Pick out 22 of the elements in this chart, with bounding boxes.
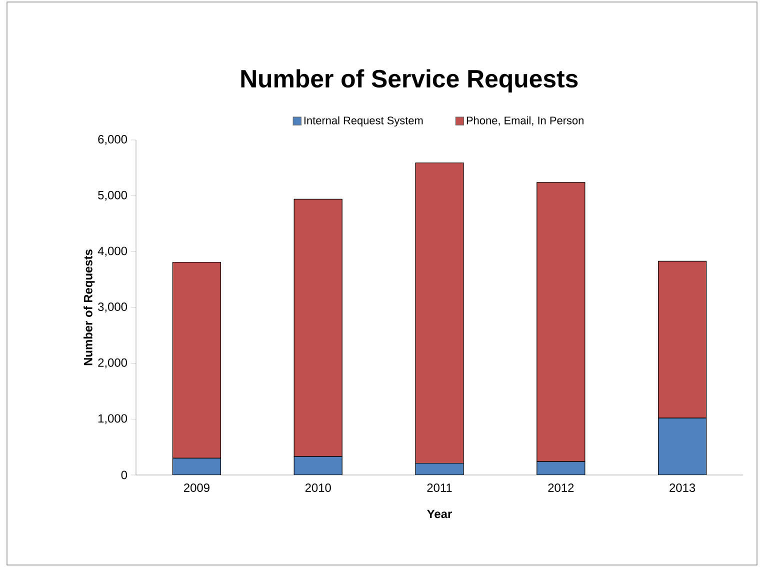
x-tick-label: 2009 <box>184 484 210 492</box>
y-tick-label: 3,000 <box>98 302 128 312</box>
bar <box>658 418 707 475</box>
bar <box>294 456 342 475</box>
y-tick-label: 6,000 <box>98 135 128 145</box>
legend-label: Phone, Email, In Person <box>466 116 584 126</box>
chart-title: Number of Service Requests <box>241 69 578 92</box>
x-axis-title: Year <box>427 510 452 518</box>
x-tick-label: 2012 <box>548 484 574 492</box>
y-tick-label: 4,000 <box>98 246 128 257</box>
bar <box>536 462 585 475</box>
bar <box>172 458 222 475</box>
y-tick-label: 0 <box>121 470 128 480</box>
y-axis-title: Number of Requests <box>84 250 95 366</box>
legend-label: Internal Request System <box>304 116 423 127</box>
x-tick-label: 2010 <box>305 484 331 492</box>
bar <box>416 463 464 475</box>
y-tick-label: 2,000 <box>98 358 128 368</box>
y-tick-label: 5,000 <box>98 190 128 201</box>
x-tick-label: 2013 <box>670 484 696 492</box>
y-tick-label: 1,000 <box>98 414 128 424</box>
x-tick-label: 2011 <box>427 484 452 492</box>
